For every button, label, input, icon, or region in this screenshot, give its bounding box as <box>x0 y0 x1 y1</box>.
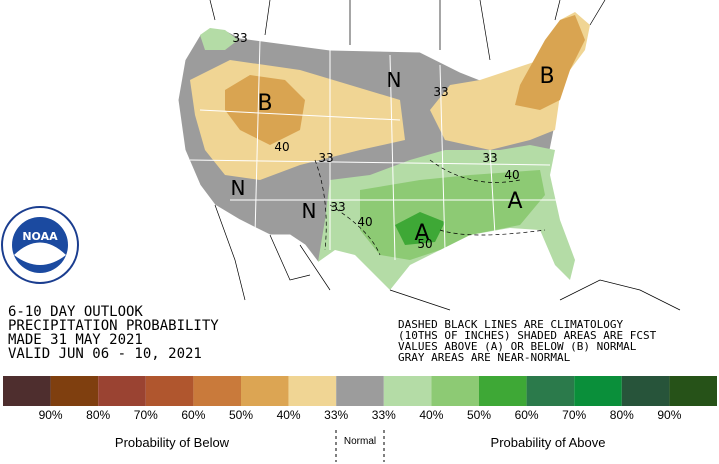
map-label: 40 <box>274 140 289 154</box>
map-label: A <box>414 221 429 246</box>
legend-title: Probability of Above <box>491 435 606 450</box>
legend-label: 90% <box>657 408 681 422</box>
legend-swatch <box>145 376 194 406</box>
title-line: VALID JUN 06 - 10, 2021 <box>8 346 202 362</box>
legend-swatch <box>383 376 432 406</box>
legend-label: 50% <box>229 408 253 422</box>
logo-text: NOAA <box>22 230 58 243</box>
above-33-nw <box>200 28 238 50</box>
note-line: DASHED BLACK LINES ARE CLIMATOLOGY <box>398 318 624 331</box>
note-line: (10THS OF INCHES) SHADED AREAS ARE FCST <box>398 329 657 342</box>
map-label: 33 <box>433 85 448 99</box>
legend-label: 33% <box>372 408 396 422</box>
note-line: GRAY AREAS ARE NEAR-NORMAL <box>398 351 571 364</box>
map-label: B <box>539 64 554 89</box>
map-label: 33 <box>330 200 345 214</box>
legend-swatch <box>3 376 51 406</box>
map-label: 40 <box>357 215 372 229</box>
legend-label: 40% <box>419 408 443 422</box>
map-label: N <box>387 68 402 92</box>
legend-swatch <box>574 376 622 406</box>
legend-label: 60% <box>515 408 539 422</box>
legend-label: 80% <box>86 408 110 422</box>
climatology-lines <box>314 159 546 256</box>
legend-swatch <box>50 376 99 406</box>
state-lines <box>189 39 560 261</box>
map-label: 50 <box>417 237 432 251</box>
legend-swatch <box>288 376 337 406</box>
legend-label: 33% <box>324 408 348 422</box>
map-label: 33 <box>232 31 247 45</box>
title-line: MADE 31 MAY 2021 <box>8 332 143 348</box>
legend-label: 50% <box>467 408 491 422</box>
legend-label: 60% <box>181 408 205 422</box>
map-label: 33 <box>318 151 333 165</box>
map-label: 40 <box>504 168 519 182</box>
legend-swatch <box>526 376 575 406</box>
legend-swatch <box>621 376 670 406</box>
legend-swatch <box>241 376 289 406</box>
legend-swatch <box>336 376 384 406</box>
legend-label: 40% <box>277 408 301 422</box>
legend-title: Probability of Below <box>115 435 230 450</box>
legend-swatch <box>479 376 527 406</box>
legend-title: Normal <box>344 436 376 447</box>
map-label: N <box>231 176 246 200</box>
map-label: N <box>302 199 317 223</box>
title-line: 6-10 DAY OUTLOOK <box>8 304 143 320</box>
below-40-ne <box>515 15 585 110</box>
legend-label: 70% <box>134 408 158 422</box>
legend-label: 90% <box>39 408 63 422</box>
borders <box>209 0 681 311</box>
legend-label: 70% <box>562 408 586 422</box>
map-label: A <box>507 189 522 214</box>
title-line: PRECIPITATION PROBABILITY <box>8 318 219 334</box>
legend-label: 80% <box>610 408 634 422</box>
below-40 <box>225 75 305 145</box>
map-label: 33 <box>482 151 497 165</box>
note-line: VALUES ABOVE (A) OR BELOW (B) NORMAL <box>398 340 637 353</box>
legend-swatch <box>193 376 241 406</box>
above-50 <box>395 212 445 245</box>
map-label: B <box>257 91 272 116</box>
legend-swatch <box>669 376 717 406</box>
legend-swatch <box>431 376 479 406</box>
legend-swatch <box>98 376 146 406</box>
noaa-logo <box>1 206 79 284</box>
